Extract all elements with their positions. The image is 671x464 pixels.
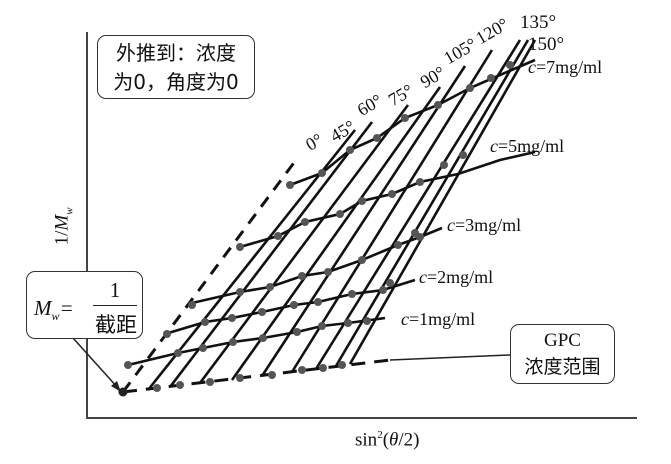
angle-label-150: 150° xyxy=(528,34,565,55)
mw-lhs: Mw= xyxy=(34,296,74,324)
angle-lines xyxy=(146,39,537,391)
mw-formula-callout: Mw= 1 截距 xyxy=(26,271,143,339)
y-axis-label: 1/Mw xyxy=(51,207,76,246)
gpc-line-2: 浓度范围 xyxy=(524,356,601,378)
extrapolation-callout: 外推到：浓度 为0，角度为0 xyxy=(97,35,255,99)
concentration-label-2: c=2mg/ml xyxy=(419,267,494,287)
extrapolation-line-2: 为0，角度为0 xyxy=(113,70,239,94)
mw-leader-line xyxy=(72,337,119,389)
extrapolation-line-1: 外推到：浓度 xyxy=(116,41,236,65)
mw-denominator: 截距 xyxy=(95,313,137,337)
data-points xyxy=(118,61,514,397)
x-axis-label: sin2(θ/2) xyxy=(355,429,420,451)
concentration-label-5: c=5mg/ml xyxy=(490,136,565,156)
gpc-line-1: GPC xyxy=(544,330,581,351)
angle-label-135: 135° xyxy=(520,12,557,33)
concentration-label-3: c=3mg/ml xyxy=(447,215,522,235)
zero-angle-line xyxy=(121,159,298,393)
concentration-label-1: c=1mg/ml xyxy=(401,309,476,329)
mw-numerator: 1 xyxy=(109,278,121,302)
zero-concentration-line xyxy=(122,358,391,394)
mw-fraction-bar xyxy=(93,305,137,306)
gpc-leader-line xyxy=(389,354,511,361)
mw-leader-arrowhead xyxy=(111,381,121,392)
concentration-label-7: c=7mg/ml xyxy=(528,57,603,77)
gpc-range-callout: GPC 浓度范围 xyxy=(510,324,615,384)
